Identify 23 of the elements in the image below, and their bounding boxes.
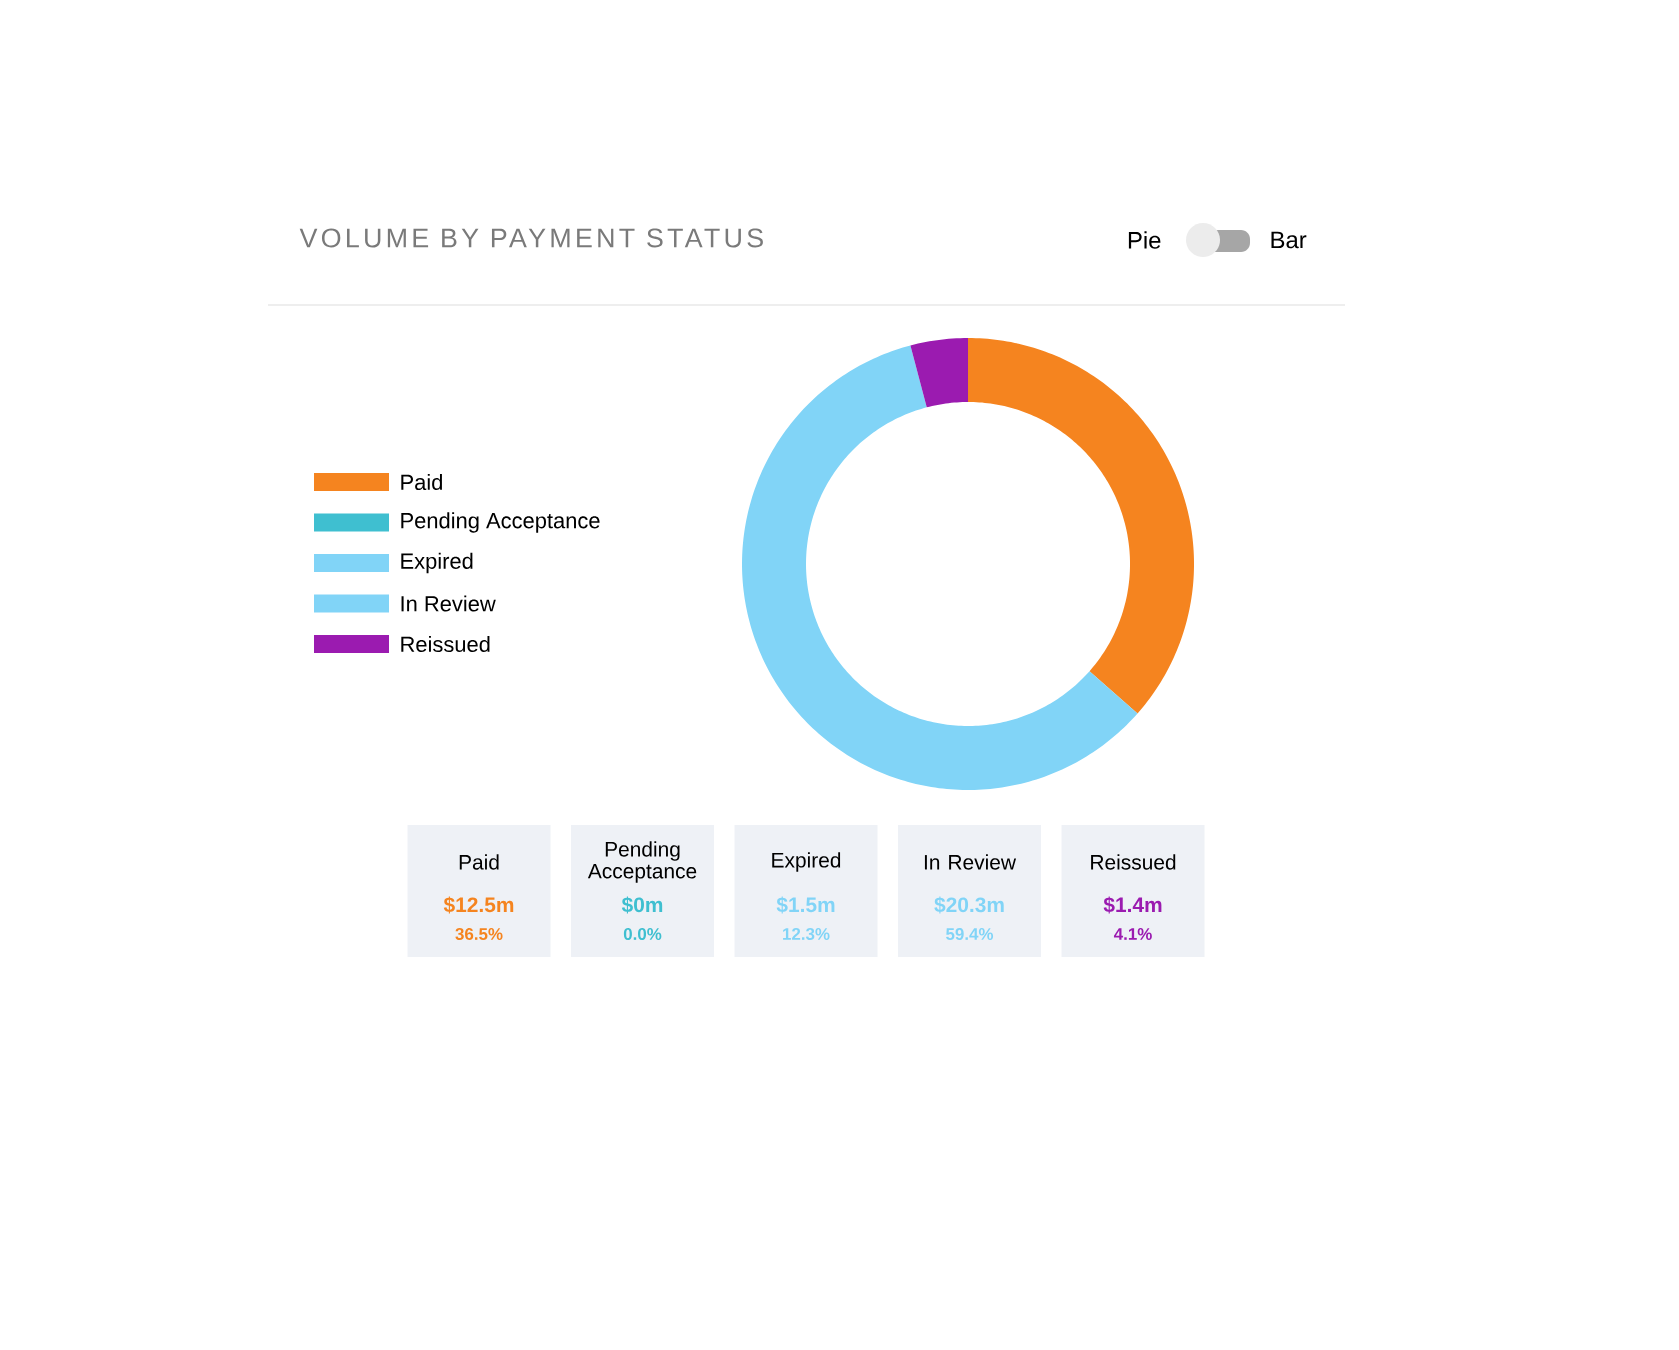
text: Bar xyxy=(1271,231,1307,249)
text: 59.4% xyxy=(946,928,994,940)
text: $0m xyxy=(621,896,663,914)
text: 0.0% xyxy=(623,928,662,940)
text: 36.5% xyxy=(455,927,503,941)
legend-label: Reissued xyxy=(401,635,490,653)
text: 4.1% xyxy=(1113,928,1152,940)
chart-title: VOLUME BY PAYMENT STATUS xyxy=(299,228,763,248)
legend-label: In Review xyxy=(401,595,496,612)
text: $1.4m xyxy=(1103,896,1162,914)
category-label: Expired xyxy=(772,852,841,872)
category-label: Paid xyxy=(459,854,499,870)
text: $20.3m xyxy=(934,896,1004,914)
slice-label: In Review xyxy=(924,854,1017,870)
category-label: Reissued xyxy=(1091,854,1176,870)
text: Pie xyxy=(1128,231,1161,249)
legend-label: Paid xyxy=(401,473,442,491)
legend-label: Pending Acceptance xyxy=(401,512,600,533)
category-label: Pending Acceptance xyxy=(587,841,697,883)
text: $1.5m xyxy=(776,896,835,914)
text: $12.5m xyxy=(443,896,514,914)
legend-label: Expired xyxy=(401,552,473,574)
text: 12.3% xyxy=(783,927,830,941)
